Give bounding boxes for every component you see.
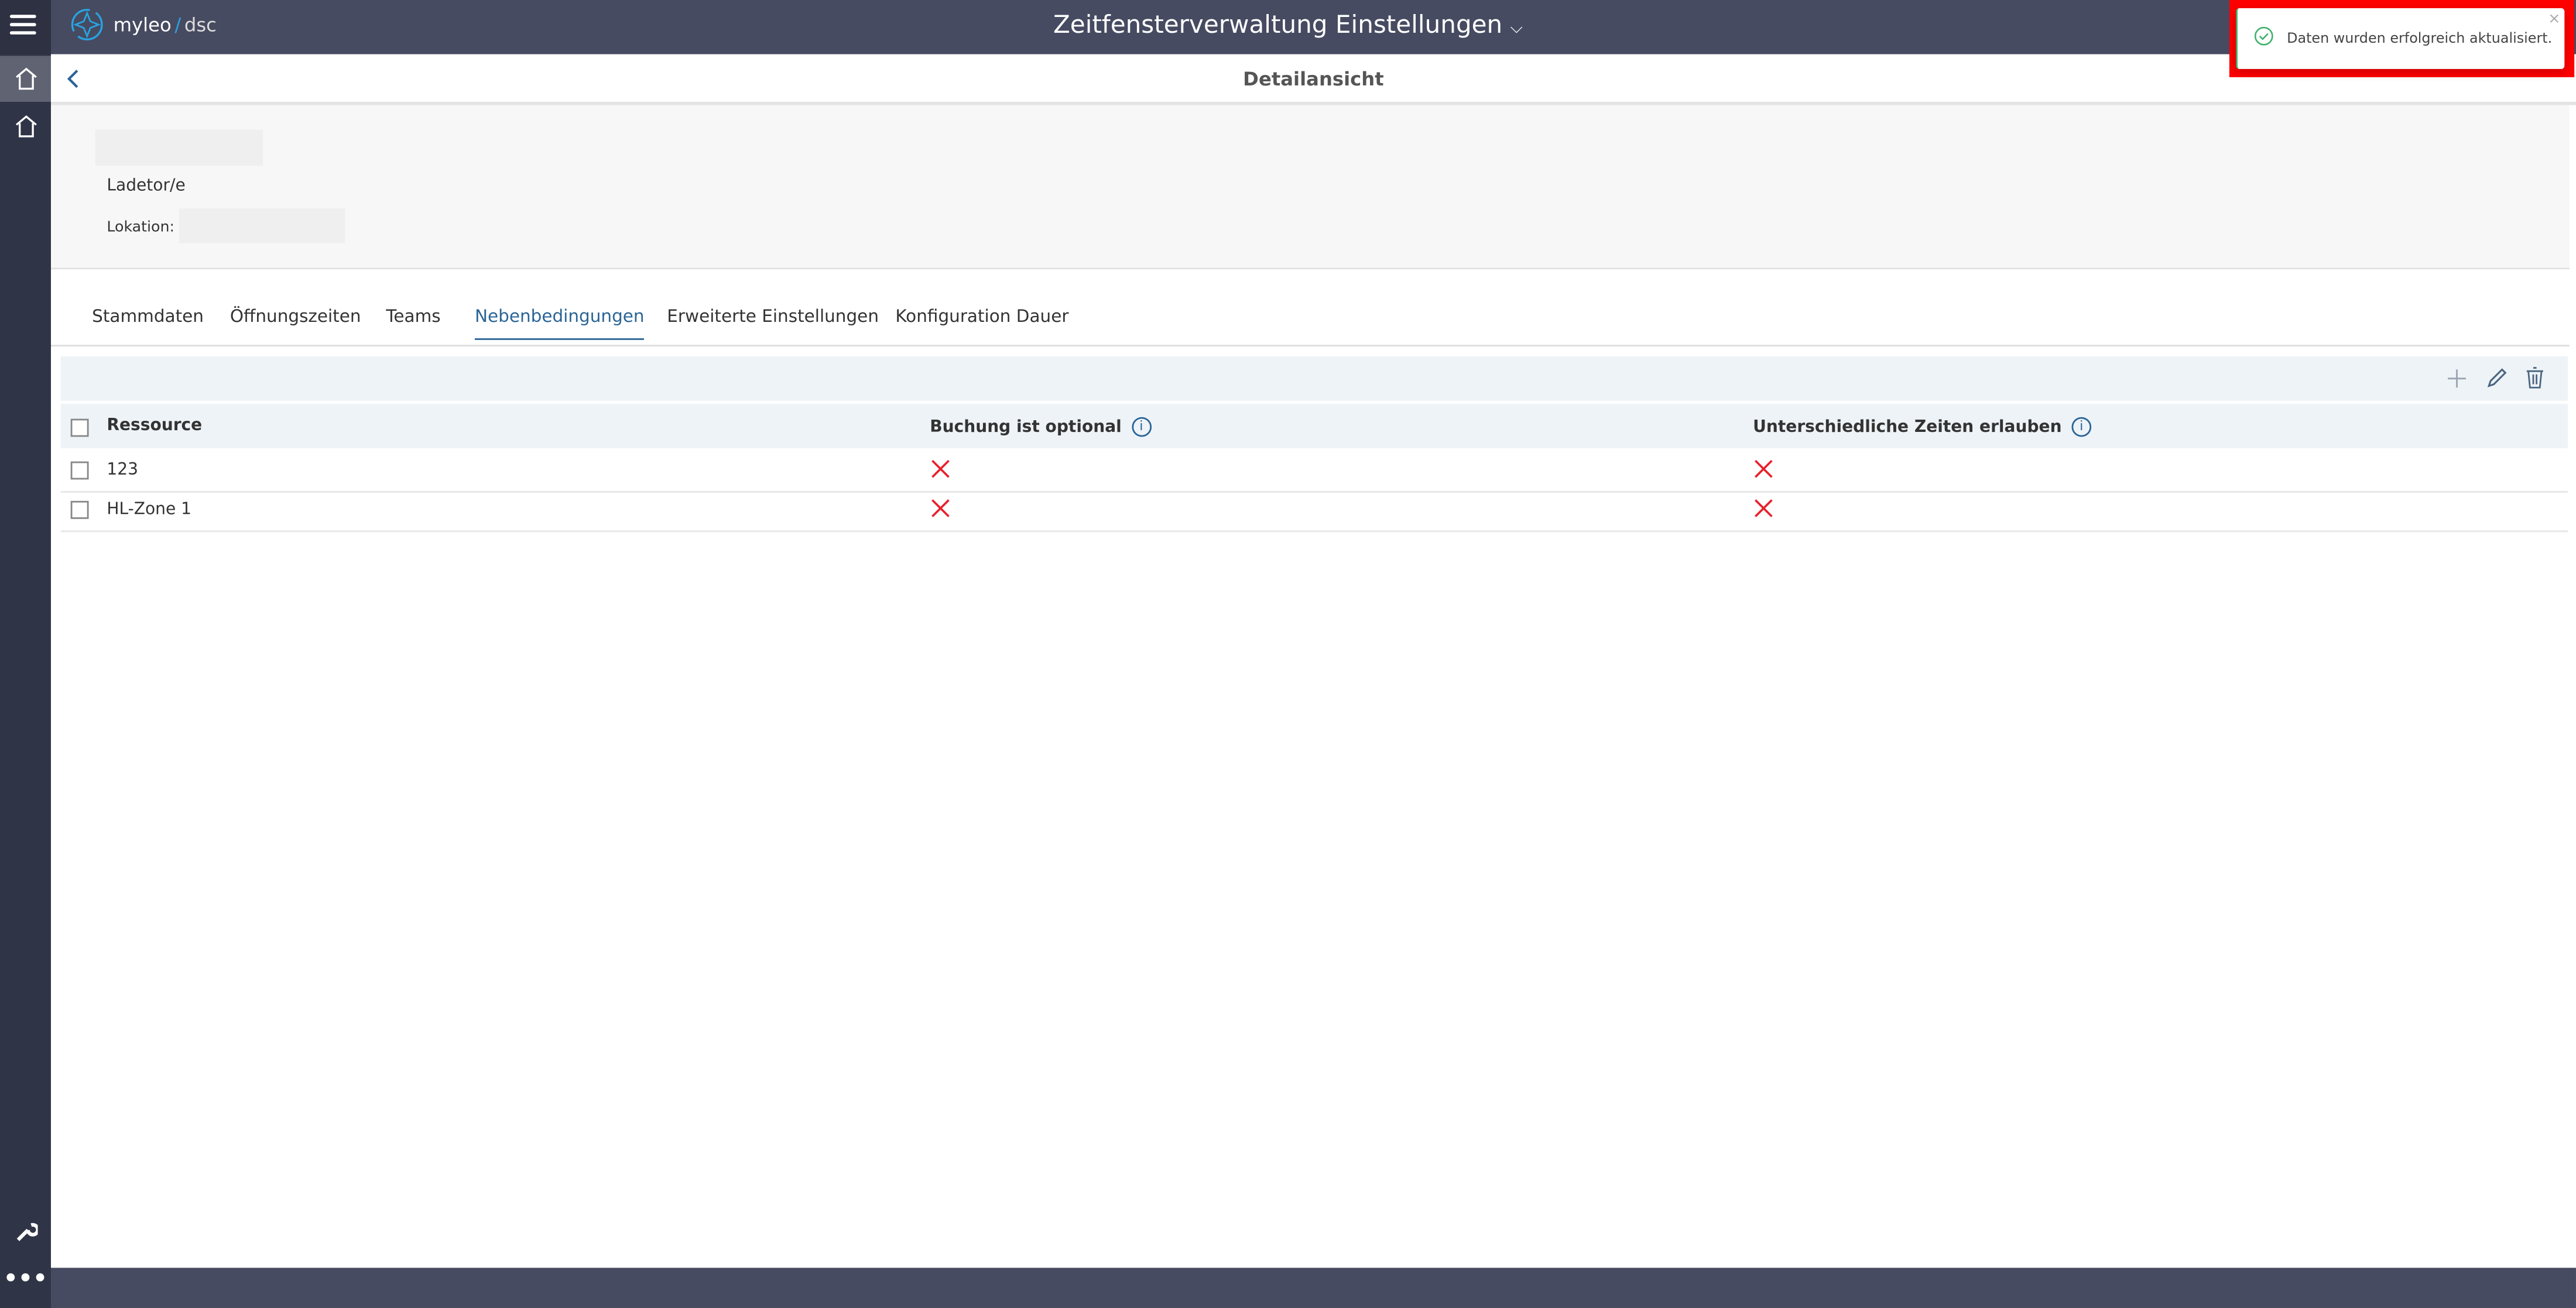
tab-bar: Stammdaten Öffnungszeiten Teams Nebenbed… bbox=[50, 299, 2570, 347]
false-x-icon bbox=[931, 459, 950, 478]
resource-cell: 123 bbox=[107, 461, 138, 480]
back-button[interactable] bbox=[67, 69, 80, 89]
column-header-ressource[interactable]: Ressource bbox=[107, 417, 202, 435]
home-icon bbox=[15, 115, 36, 138]
edit-icon[interactable] bbox=[2486, 366, 2507, 389]
row-checkbox[interactable] bbox=[70, 500, 89, 519]
table-toolbar bbox=[60, 356, 2568, 401]
app-name: myleo bbox=[113, 13, 172, 36]
hamburger-line bbox=[9, 23, 36, 26]
app-suffix: dsc bbox=[184, 13, 217, 36]
detail-title: Detailansicht bbox=[1243, 67, 1384, 91]
top-bar bbox=[50, 0, 2576, 54]
table-header: Ressource Buchung ist optional i Untersch… bbox=[60, 404, 2568, 449]
sidebar-item-home[interactable] bbox=[0, 104, 51, 150]
settings-tools-button[interactable] bbox=[0, 1209, 51, 1255]
false-x-icon bbox=[931, 499, 950, 517]
false-x-icon bbox=[1755, 459, 1773, 478]
hamburger-icon bbox=[9, 15, 36, 18]
select-all-checkbox[interactable] bbox=[70, 418, 89, 437]
type-label: Ladetor/e bbox=[107, 177, 186, 195]
tab-nebenbedingungen[interactable]: Nebenbedingungen bbox=[474, 307, 645, 340]
tab-oeffnungszeiten[interactable]: Öffnungszeiten bbox=[229, 307, 361, 327]
delete-icon[interactable] bbox=[2525, 366, 2545, 389]
sidebar: ••• bbox=[0, 0, 51, 1308]
page-title: Zeitfensterverwaltung Einstellungen bbox=[1053, 9, 1503, 40]
hamburger-line bbox=[9, 31, 36, 35]
column-label: Buchung ist optional bbox=[930, 418, 1122, 437]
logo-icon bbox=[71, 9, 103, 41]
detail-panel: Ladetor/e Lokation: bbox=[50, 105, 2570, 270]
table-row[interactable]: 123 bbox=[60, 452, 2568, 493]
column-label: Ressource bbox=[107, 417, 203, 435]
detail-header: Detailansicht bbox=[50, 56, 2576, 105]
check-circle-icon bbox=[2254, 26, 2273, 46]
false-x-icon bbox=[1755, 499, 1773, 517]
location-label: Lokation: bbox=[107, 220, 175, 237]
close-icon[interactable]: × bbox=[2548, 11, 2561, 28]
add-icon[interactable] bbox=[2446, 368, 2467, 389]
tab-teams[interactable]: Teams bbox=[386, 307, 441, 327]
menu-button[interactable] bbox=[0, 0, 51, 54]
location-placeholder bbox=[179, 208, 345, 243]
column-header-buchung-optional[interactable]: Buchung ist optional i bbox=[930, 417, 1152, 437]
sidebar-item-home-active[interactable] bbox=[0, 56, 51, 102]
tab-erweiterte-einstellungen[interactable]: Erweiterte Einstellungen bbox=[667, 307, 879, 327]
footer-bar bbox=[50, 1268, 2576, 1308]
page-title-dropdown[interactable]: Zeitfensterverwaltung Einstellungen ⌵ bbox=[0, 10, 2576, 40]
info-icon[interactable]: i bbox=[1131, 417, 1152, 437]
more-icon[interactable]: ••• bbox=[3, 1266, 48, 1293]
row-checkbox[interactable] bbox=[70, 461, 89, 480]
success-toast: Daten wurden erfolgreich aktualisiert. × bbox=[2236, 8, 2565, 69]
column-header-unterschiedliche-zeiten[interactable]: Unterschiedliche Zeiten erlauben i bbox=[1753, 417, 2092, 437]
wrench-icon bbox=[16, 1223, 37, 1241]
toast-message: Daten wurden erfolgreich aktualisiert. bbox=[2287, 31, 2553, 48]
tab-stammdaten[interactable]: Stammdaten bbox=[92, 307, 204, 327]
name-placeholder bbox=[95, 129, 263, 166]
resource-cell: HL-Zone 1 bbox=[107, 500, 191, 519]
logo[interactable]: myleo / dsc bbox=[69, 6, 217, 43]
table-row[interactable]: HL-Zone 1 bbox=[60, 491, 2568, 533]
toast-highlight: Daten wurden erfolgreich aktualisiert. × bbox=[2229, 0, 2575, 77]
column-label: Unterschiedliche Zeiten erlauben bbox=[1753, 418, 2062, 437]
info-icon[interactable]: i bbox=[2071, 417, 2092, 437]
tab-konfiguration-dauer[interactable]: Konfiguration Dauer bbox=[895, 307, 1069, 327]
home-icon bbox=[15, 67, 36, 90]
chevron-down-icon: ⌵ bbox=[1510, 19, 1523, 38]
